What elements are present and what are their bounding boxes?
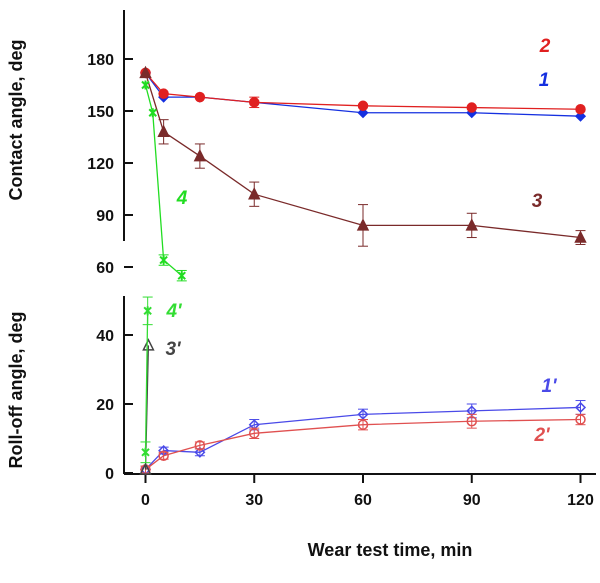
top-series-label: 3 [532, 191, 543, 212]
triangle-marker [574, 230, 587, 243]
bottom-series-line [144, 310, 149, 453]
x-tick-label: 90 [463, 492, 481, 509]
circle-marker [575, 414, 586, 425]
top-series-label: 1 [539, 70, 550, 91]
diamond-marker [194, 446, 206, 458]
circle-marker [357, 100, 369, 112]
circle-marker [357, 419, 369, 430]
star-marker [148, 108, 157, 118]
triangle-marker [465, 218, 478, 231]
top-y-axis-title: Contact angle, deg [6, 39, 26, 200]
top-series-label: 2 [539, 36, 551, 57]
top-series-2: 2 [140, 36, 586, 115]
top-y-tick-label: 90 [96, 208, 114, 225]
roll-off-angle-panel: 0 20 40 0 30 60 90 120 1' 2' 3' 4' Roll-off angle,… [6, 296, 596, 560]
top-series-1: 1 [139, 67, 587, 122]
triangle-marker [157, 124, 170, 138]
circle-marker [249, 97, 260, 108]
circle-marker [249, 428, 260, 439]
circle-marker [194, 440, 206, 451]
bottom-y-axis-title: Roll-off angle, deg [6, 312, 26, 469]
triangle-marker [139, 462, 152, 475]
circle-marker [466, 102, 477, 113]
bottom-series-label: 1' [541, 376, 558, 397]
circle-marker [575, 104, 586, 115]
x-tick-label: 0 [141, 492, 150, 509]
star-marker [177, 271, 186, 281]
x-tick-label: 120 [567, 492, 594, 509]
x-tick-label: 30 [245, 492, 263, 509]
top-y-tick-label: 180 [87, 52, 114, 69]
top-series-4: 4 [141, 80, 188, 282]
diamond-marker [357, 408, 369, 420]
bottom-series-group: 1' 2' 3' 4' [139, 296, 587, 476]
diamond-marker [574, 401, 587, 414]
star-marker [141, 447, 150, 457]
circle-marker [194, 91, 206, 103]
bottom-series-label: 2' [533, 425, 551, 446]
bottom-y-tick-label: 0 [105, 466, 114, 483]
top-series-line [144, 84, 183, 277]
top-y-tick-label: 150 [87, 104, 114, 121]
star-marker [141, 80, 150, 90]
star-marker [159, 255, 168, 265]
bottom-series-2: 2' [140, 413, 586, 475]
bottom-axis-ticks: 0 20 40 0 30 60 90 120 [96, 328, 594, 509]
circle-marker [158, 88, 169, 99]
circle-marker [466, 416, 477, 427]
star-marker [143, 306, 152, 316]
triangle-marker [139, 65, 152, 79]
triangle-marker [356, 218, 370, 231]
top-y-tick-label: 60 [96, 260, 114, 277]
bottom-y-tick-label: 40 [96, 328, 114, 345]
top-y-ticks: 60 90 120 150 180 [87, 52, 133, 277]
x-tick-label: 60 [354, 492, 372, 509]
bottom-series-4: 4' [140, 296, 183, 464]
top-y-tick-label: 120 [87, 156, 114, 173]
triangle-marker [193, 148, 207, 162]
circle-marker [158, 450, 169, 461]
triangle-marker [248, 187, 261, 200]
top-series-3: 3 [139, 65, 587, 247]
top-series-label: 4 [176, 188, 188, 209]
bottom-series-label: 4' [165, 301, 183, 322]
top-series-group: 1 2 3 4 [139, 36, 587, 282]
bottom-y-tick-label: 20 [96, 397, 114, 414]
x-axis-title: Wear test time, min [308, 540, 473, 560]
contact-angle-panel: 60 90 120 150 180 1 2 3 4 Contact angle, deg [6, 10, 587, 282]
triangle-marker [142, 338, 155, 351]
bottom-series-label: 3' [165, 339, 182, 360]
